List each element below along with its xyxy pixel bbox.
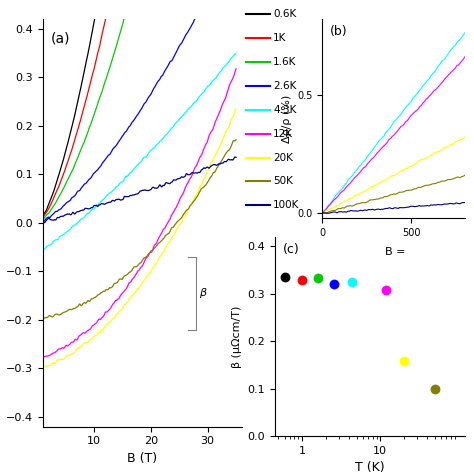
Text: 20K: 20K — [273, 153, 293, 163]
2.6K — [157, 76, 163, 82]
50K — [157, 239, 163, 245]
1K — [40, 215, 46, 221]
20K — [152, 262, 158, 267]
4.3K — [187, 105, 192, 110]
Text: 100K: 100K — [273, 201, 300, 210]
100K — [233, 155, 239, 160]
Text: $\beta$: $\beta$ — [199, 286, 208, 300]
Line: 1.6K: 1.6K — [43, 0, 236, 219]
12K — [163, 223, 169, 228]
4.3K — [40, 246, 46, 252]
12K — [40, 354, 46, 360]
Line: 20K: 20K — [43, 109, 236, 367]
50K — [40, 317, 46, 322]
12K — [157, 232, 163, 238]
Text: 1K: 1K — [273, 33, 286, 43]
X-axis label: B (T): B (T) — [127, 452, 157, 465]
4.3K — [233, 51, 239, 56]
Y-axis label: Δρ/ρ (%): Δρ/ρ (%) — [282, 94, 292, 143]
Text: 2.6K: 2.6K — [273, 81, 296, 91]
X-axis label: B² (T²): B² (T²) — [375, 243, 411, 253]
2.6K — [52, 210, 57, 216]
Text: 4.3K: 4.3K — [273, 105, 296, 115]
100K — [163, 180, 169, 185]
Text: (a): (a) — [51, 31, 70, 45]
Line: 50K: 50K — [43, 140, 236, 319]
0.6K — [52, 186, 57, 191]
100K — [157, 182, 163, 188]
12K — [233, 66, 239, 72]
Line: 0.6K: 0.6K — [43, 0, 236, 216]
Text: 1.6K: 1.6K — [273, 57, 296, 67]
50K — [206, 176, 212, 182]
Y-axis label: β (μΩcm/T): β (μΩcm/T) — [232, 305, 242, 368]
100K — [207, 165, 212, 171]
20K — [40, 365, 46, 370]
Point — [383, 286, 390, 294]
Point — [348, 278, 356, 286]
Line: 2.6K: 2.6K — [43, 0, 236, 221]
50K — [233, 137, 239, 143]
Point — [298, 276, 306, 283]
Point — [281, 273, 289, 281]
100K — [42, 220, 47, 226]
1.6K — [52, 202, 57, 208]
4.3K — [157, 138, 163, 144]
20K — [52, 361, 58, 366]
12K — [52, 350, 58, 356]
0.6K — [40, 213, 46, 219]
Point — [331, 281, 338, 288]
100K — [40, 218, 46, 223]
1.6K — [40, 217, 46, 222]
4.3K — [52, 237, 58, 243]
20K — [207, 165, 212, 171]
Point — [400, 357, 408, 365]
1K — [52, 193, 57, 199]
20K — [233, 106, 239, 112]
4.3K — [207, 82, 212, 88]
50K — [52, 312, 57, 318]
12K — [41, 354, 47, 360]
50K — [186, 204, 192, 210]
2.6K — [186, 27, 192, 32]
X-axis label: T (K): T (K) — [355, 461, 384, 474]
20K — [41, 365, 46, 370]
12K — [207, 132, 212, 137]
Text: 0.6K: 0.6K — [273, 9, 296, 19]
100K — [152, 185, 158, 191]
50K — [152, 245, 158, 251]
20K — [157, 254, 163, 259]
20K — [187, 204, 192, 210]
12K — [187, 176, 192, 182]
Point — [431, 385, 438, 392]
Text: 12K: 12K — [273, 128, 293, 139]
Line: 1K: 1K — [43, 0, 236, 218]
2.6K — [152, 84, 158, 90]
4.3K — [163, 132, 169, 137]
Point — [314, 274, 322, 282]
100K — [52, 217, 58, 223]
Text: B =: B = — [385, 247, 405, 257]
Line: 4.3K: 4.3K — [43, 54, 236, 249]
100K — [187, 172, 192, 178]
50K — [163, 232, 169, 238]
12K — [152, 242, 158, 247]
4.3K — [152, 144, 158, 150]
Line: 100K: 100K — [43, 157, 236, 223]
Text: 50K: 50K — [273, 176, 293, 186]
100K — [232, 154, 238, 160]
2.6K — [163, 66, 169, 72]
4.3K — [41, 246, 47, 252]
2.6K — [40, 219, 46, 224]
Text: (c): (c) — [283, 243, 299, 256]
Text: (b): (b) — [329, 25, 347, 38]
Line: 12K: 12K — [43, 69, 236, 357]
20K — [163, 244, 169, 249]
